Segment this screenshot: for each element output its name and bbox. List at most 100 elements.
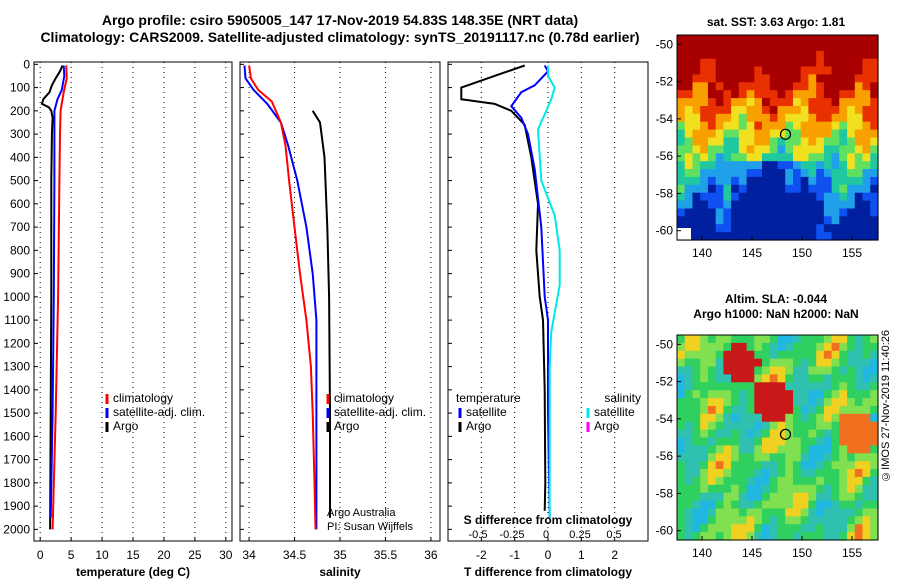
sst_map-cell bbox=[862, 66, 871, 75]
sla_map-cell bbox=[754, 516, 763, 525]
sst_map-cell bbox=[831, 184, 840, 194]
sla_map-cell bbox=[707, 358, 717, 368]
sst_map-cell bbox=[839, 153, 848, 162]
sla_map-cell bbox=[808, 406, 817, 415]
sla_map-cell bbox=[839, 350, 848, 360]
sst_map-cell bbox=[793, 82, 802, 91]
sla_map-cell bbox=[808, 476, 817, 486]
sla_map-cell bbox=[731, 358, 740, 368]
sla_map-ytick-label: -56 bbox=[656, 449, 674, 463]
sst_map-cell bbox=[715, 58, 724, 68]
sst_map-cell bbox=[831, 74, 840, 83]
sla_map-cell bbox=[862, 461, 871, 470]
sst_map-cell bbox=[738, 137, 748, 146]
sst_map-cell bbox=[816, 82, 825, 91]
sst_map-cell bbox=[769, 121, 779, 131]
sla_map-cell bbox=[831, 500, 840, 510]
sla_map-cell bbox=[785, 406, 794, 415]
sla_map-cell bbox=[700, 476, 709, 486]
sst_map-cell bbox=[746, 232, 755, 241]
sla_map-cell bbox=[808, 421, 817, 431]
sst_map-cell bbox=[715, 35, 724, 44]
sla_map-cell bbox=[862, 469, 871, 478]
sla_map-cell bbox=[847, 374, 856, 383]
sst_map-cell bbox=[746, 137, 755, 146]
difference-legend-temperature-label: satellite bbox=[466, 405, 507, 419]
sla_map-cell bbox=[738, 358, 748, 368]
sla_map-cell bbox=[823, 492, 833, 502]
sst_map-cell bbox=[862, 224, 871, 233]
sla_map-cell bbox=[839, 366, 848, 375]
sst_map-cell bbox=[816, 153, 825, 162]
sla_map-cell bbox=[731, 335, 740, 344]
sst_map-cell bbox=[731, 90, 740, 99]
sla_map-cell bbox=[746, 406, 755, 415]
sla_map-cell bbox=[723, 421, 732, 431]
sla_map-cell bbox=[700, 524, 709, 533]
sst_map-cell bbox=[769, 169, 779, 178]
sst_map-cell bbox=[684, 106, 693, 115]
sst_map-cell bbox=[785, 121, 794, 131]
sla_map-cell bbox=[839, 445, 848, 454]
sla_map-cell bbox=[731, 492, 740, 502]
sst_map-cell bbox=[700, 106, 709, 115]
sla_map-cell bbox=[831, 398, 840, 407]
sst_map-cell bbox=[777, 106, 786, 115]
sst_map-cell bbox=[769, 98, 779, 107]
sla_map-cell bbox=[777, 342, 786, 352]
sst_map-cell bbox=[762, 42, 771, 52]
sla_map-cell bbox=[677, 390, 686, 399]
sst_map-cell bbox=[723, 137, 732, 146]
sla_map-cell bbox=[684, 382, 693, 391]
sst_map-cell bbox=[677, 74, 686, 83]
sla_map-cell bbox=[847, 421, 856, 431]
sla_map-cell bbox=[854, 398, 864, 407]
sst_map-cell bbox=[831, 35, 840, 44]
temperature-xtick-label: 0 bbox=[37, 548, 44, 562]
sst_map-cell bbox=[800, 58, 809, 68]
sst_map-cell bbox=[762, 176, 771, 186]
sst_map-cell bbox=[738, 192, 748, 202]
sst_map-cell bbox=[707, 137, 717, 146]
sla_map-cell bbox=[692, 508, 701, 517]
sst_map-cell bbox=[746, 224, 755, 233]
argo-australia-note: Argo Australia bbox=[327, 507, 396, 519]
sla_map-cell bbox=[854, 500, 864, 510]
sla_map-cell bbox=[738, 421, 748, 431]
sst_map-cell bbox=[677, 58, 686, 68]
sst_map-cell bbox=[754, 208, 763, 217]
sla_map-cell bbox=[839, 469, 848, 478]
sla_map-cell bbox=[715, 350, 724, 360]
sst_map-cell bbox=[831, 129, 840, 139]
sla_map-cell bbox=[700, 390, 709, 399]
sla_map-cell bbox=[738, 437, 748, 446]
pi-note: PI: Susan Wijffels bbox=[327, 521, 413, 533]
sla_map-cell bbox=[746, 350, 755, 360]
sst_map-cell bbox=[746, 153, 755, 162]
sla_map-cell bbox=[769, 500, 779, 510]
sla_map-cell bbox=[862, 413, 871, 423]
sla_map-cell bbox=[731, 532, 740, 541]
sst_map-cell bbox=[754, 184, 763, 194]
sst_map-cell bbox=[854, 176, 864, 186]
sst_map-cell bbox=[731, 137, 740, 146]
sla_map-cell bbox=[777, 492, 786, 502]
sla_map-cell bbox=[808, 358, 817, 368]
sla_map-cell bbox=[870, 335, 879, 344]
sla_map-cell bbox=[723, 508, 732, 517]
sla_map-cell bbox=[831, 358, 840, 368]
depth-tick-label: 1000 bbox=[3, 290, 30, 304]
sla_map-cell bbox=[793, 374, 802, 383]
sst_map-cell bbox=[754, 50, 763, 60]
sst_map-cell bbox=[707, 35, 717, 44]
sst_map-cell bbox=[831, 200, 840, 210]
sst_map-cell bbox=[707, 113, 717, 123]
temperature-series-satellite-adj-clim- bbox=[49, 65, 66, 518]
sla-map-title: Altim. SLA: -0.044 bbox=[725, 292, 827, 306]
sst_map-cell bbox=[731, 224, 740, 233]
sst_map-cell bbox=[808, 42, 817, 52]
sst_map-cell bbox=[808, 121, 817, 131]
sst_map-cell bbox=[808, 58, 817, 68]
sla_map-cell bbox=[785, 524, 794, 533]
sst_map-cell bbox=[684, 145, 693, 154]
